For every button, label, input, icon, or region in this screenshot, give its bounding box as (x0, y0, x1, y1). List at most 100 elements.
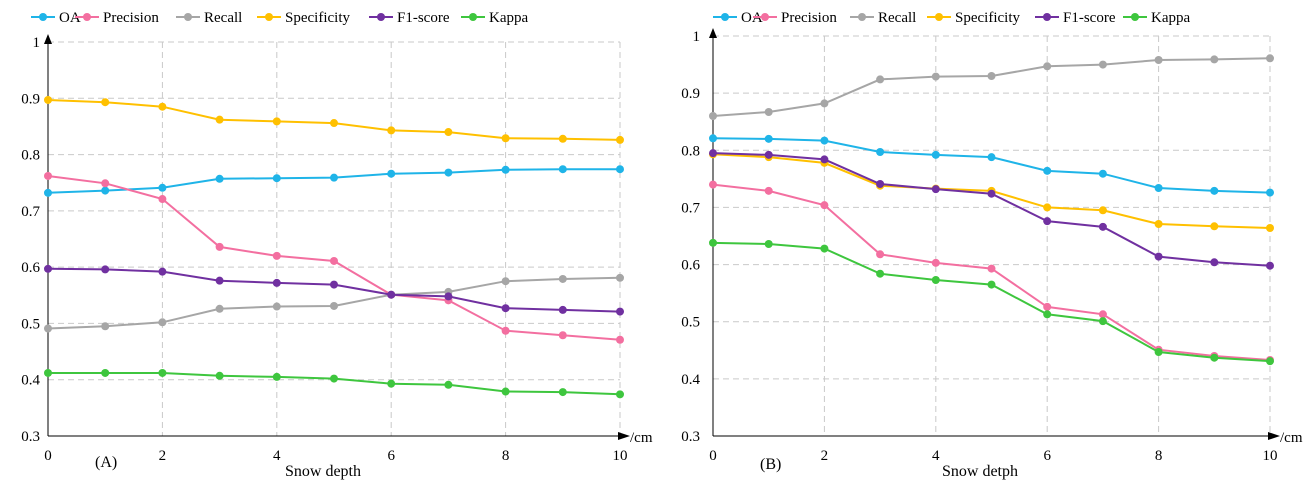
x-tick-label: 6 (387, 448, 395, 464)
data-point (501, 387, 510, 396)
data-point (820, 155, 829, 164)
gridlines (713, 35, 1271, 436)
x-tick-label: 8 (502, 448, 510, 464)
data-point (215, 304, 224, 313)
legend-label: F1-score (1063, 10, 1116, 26)
legend-marker (1043, 13, 1051, 21)
data-point (444, 380, 453, 389)
data-point (876, 250, 885, 259)
legend-marker (858, 13, 866, 21)
data-point (987, 189, 996, 198)
legend-label: Specificity (285, 10, 350, 26)
data-point (764, 240, 773, 248)
data-point (1098, 222, 1107, 231)
y-tick-label: 0.6 (21, 260, 40, 276)
x-tick-label: 0 (709, 448, 717, 464)
data-point (330, 256, 338, 265)
series-recall (709, 54, 1274, 120)
data-point (1210, 186, 1219, 195)
legend-marker (761, 13, 769, 21)
data-point (44, 368, 52, 377)
data-point (272, 302, 281, 311)
data-point (764, 134, 773, 143)
data-point (272, 251, 281, 260)
data-point (158, 102, 167, 111)
legend-label: Specificity (955, 10, 1020, 26)
y-tick-label: 0.3 (681, 429, 700, 445)
data-point (158, 267, 167, 276)
data-point (1098, 169, 1107, 178)
data-point (1266, 261, 1274, 270)
data-point (158, 318, 167, 327)
legend-item: Recall (850, 10, 916, 26)
y-tick-label: 0.8 (681, 143, 700, 159)
legend-marker (1131, 13, 1139, 21)
series-precision (709, 180, 1274, 364)
data-point (44, 188, 52, 197)
series-line (712, 57, 1271, 117)
data-point (616, 135, 624, 144)
data-point (387, 379, 396, 388)
data-point (272, 117, 281, 126)
data-point (444, 168, 453, 177)
data-point (444, 128, 453, 137)
legend-item: F1-score (369, 10, 450, 26)
y-tick-label: 0.4 (21, 373, 40, 389)
series-oa (709, 134, 1274, 197)
data-point (1043, 62, 1052, 71)
legend-marker (184, 13, 192, 21)
legend: OA Precision Recall Specificity F1-score Kapp… (31, 10, 528, 26)
legend-label: Recall (878, 10, 916, 26)
data-point (101, 368, 110, 377)
x-axis-unit: /cm (1280, 430, 1303, 446)
data-point (709, 134, 717, 143)
y-tick-label: 0.9 (681, 86, 700, 102)
legend-item: Kappa (461, 10, 528, 26)
y-tick-label: 0.8 (21, 148, 40, 164)
legend-item: Kappa (1123, 10, 1190, 26)
legend-marker (39, 13, 47, 21)
series-f1-score (709, 149, 1274, 270)
series-precision (44, 171, 624, 344)
legend-item: OA (713, 10, 763, 26)
data-point (1210, 258, 1219, 267)
data-point (709, 238, 717, 247)
legend-label: Recall (204, 10, 242, 26)
data-point (272, 174, 281, 183)
data-point (558, 134, 567, 143)
data-point (501, 304, 510, 313)
data-point (764, 150, 773, 159)
data-point (931, 185, 940, 194)
data-point (616, 307, 624, 316)
data-point (330, 119, 338, 128)
legend-label: Kappa (489, 10, 528, 26)
legend-label: F1-score (397, 10, 450, 26)
series-specificity (44, 95, 624, 144)
data-point (1266, 224, 1274, 232)
series-f1-score (44, 264, 624, 316)
legend-item: Specificity (257, 10, 350, 26)
data-point (931, 276, 940, 284)
data-point (931, 258, 940, 267)
data-point (709, 149, 717, 158)
data-point (272, 372, 281, 381)
y-tick-label: 1 (693, 29, 701, 45)
data-point (1154, 220, 1163, 228)
legend-item: Precision (753, 10, 837, 26)
y-tick-label: 0.5 (21, 316, 40, 332)
data-point (1210, 55, 1219, 64)
data-point (558, 388, 567, 397)
data-point (330, 173, 338, 182)
data-point (1154, 184, 1163, 192)
legend-marker (377, 13, 385, 21)
data-point (215, 242, 224, 251)
data-point (101, 322, 110, 331)
data-point (1043, 310, 1052, 319)
series-recall (44, 273, 624, 333)
data-point (158, 368, 167, 377)
data-point (616, 273, 624, 282)
axes (709, 28, 1280, 440)
data-point (987, 72, 996, 80)
